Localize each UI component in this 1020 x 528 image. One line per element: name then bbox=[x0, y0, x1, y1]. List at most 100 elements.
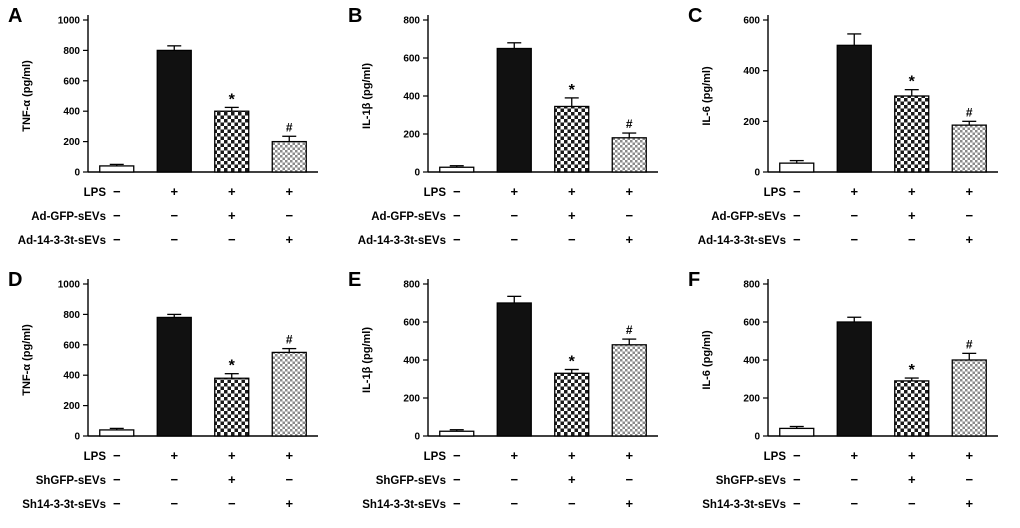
treatment-sign: + bbox=[228, 448, 236, 463]
bar-checker bbox=[214, 110, 250, 173]
treatment-sign: + bbox=[908, 472, 916, 487]
bar-checker bbox=[894, 380, 930, 437]
treatment-sign: − bbox=[285, 208, 293, 223]
bar-checker-fine bbox=[271, 140, 307, 173]
bar-open bbox=[439, 166, 475, 173]
treatment-sign: + bbox=[285, 448, 293, 463]
y-tick-label: 600 bbox=[743, 318, 760, 329]
significance-marker: # bbox=[966, 105, 973, 119]
treatment-sign: − bbox=[453, 208, 461, 223]
significance-marker: * bbox=[229, 91, 236, 108]
significance-marker: * bbox=[569, 354, 576, 371]
y-tick-label: 400 bbox=[403, 356, 420, 367]
row-label: LPS bbox=[764, 451, 787, 463]
bar-checker bbox=[214, 377, 250, 437]
y-tick-label: 400 bbox=[403, 92, 420, 103]
treatment-sign: + bbox=[625, 448, 633, 463]
row-label: Ad-GFP-sEVs bbox=[711, 211, 786, 223]
treatment-sign: − bbox=[510, 232, 518, 247]
treatment-sign: − bbox=[625, 472, 633, 487]
treatment-sign: + bbox=[510, 448, 518, 463]
y-tick-label: 1000 bbox=[58, 16, 81, 27]
bar-checker-fine bbox=[611, 344, 647, 437]
y-tick-label: 0 bbox=[74, 168, 80, 179]
treatment-sign: + bbox=[625, 232, 633, 247]
y-tick-label: 400 bbox=[743, 356, 760, 367]
treatment-sign: − bbox=[453, 184, 461, 199]
treatment-sign: + bbox=[908, 184, 916, 199]
treatment-sign: − bbox=[113, 208, 121, 223]
bar-solid bbox=[156, 316, 192, 437]
y-tick-label: 200 bbox=[743, 117, 760, 128]
bar-solid bbox=[836, 321, 872, 437]
treatment-sign: + bbox=[285, 184, 293, 199]
treatment-sign: − bbox=[793, 232, 801, 247]
y-tick-label: 1000 bbox=[58, 280, 81, 291]
panel-letter: B bbox=[348, 5, 362, 27]
significance-marker: * bbox=[569, 82, 576, 99]
bar-solid bbox=[836, 44, 872, 173]
treatment-sign: + bbox=[850, 448, 858, 463]
treatment-sign: + bbox=[850, 184, 858, 199]
panel-c: C 0 200 400 600 IL-6 (pg/ml) * # LPS − + + + Ad-GFP-s… bbox=[680, 0, 1020, 264]
y-tick-label: 600 bbox=[743, 16, 760, 27]
row-label: Sh14-3-3t-sEVs bbox=[702, 499, 786, 511]
treatment-sign: − bbox=[793, 184, 801, 199]
bar-solid bbox=[496, 302, 532, 437]
y-axis-title: IL-6 (pg/ml) bbox=[701, 330, 713, 390]
bar-solid bbox=[496, 47, 532, 173]
y-tick-label: 0 bbox=[74, 432, 80, 443]
treatment-sign: − bbox=[965, 472, 973, 487]
treatment-sign: − bbox=[793, 448, 801, 463]
treatment-sign: + bbox=[965, 232, 973, 247]
treatment-sign: + bbox=[285, 496, 293, 511]
y-tick-label: 200 bbox=[743, 394, 760, 405]
row-label: Sh14-3-3t-sEVs bbox=[22, 499, 106, 511]
bar-open bbox=[99, 165, 135, 173]
treatment-sign: − bbox=[793, 472, 801, 487]
treatment-sign: − bbox=[113, 184, 121, 199]
y-tick-label: 200 bbox=[403, 130, 420, 141]
y-tick-label: 400 bbox=[743, 66, 760, 77]
significance-marker: * bbox=[909, 74, 916, 91]
treatment-sign: + bbox=[568, 472, 576, 487]
row-label: LPS bbox=[424, 451, 447, 463]
treatment-sign: + bbox=[965, 448, 973, 463]
bar-open bbox=[779, 162, 815, 173]
significance-marker: * bbox=[909, 362, 916, 379]
y-tick-label: 600 bbox=[403, 318, 420, 329]
y-tick-label: 0 bbox=[754, 432, 760, 443]
treatment-sign: + bbox=[170, 448, 178, 463]
treatment-sign: − bbox=[793, 208, 801, 223]
treatment-sign: + bbox=[568, 448, 576, 463]
y-axis-title: IL-1β (pg/ml) bbox=[361, 63, 373, 129]
row-label: Ad-14-3-3t-sEVs bbox=[358, 235, 446, 247]
y-tick-label: 800 bbox=[403, 16, 420, 27]
y-tick-label: 800 bbox=[63, 310, 80, 321]
y-tick-label: 200 bbox=[63, 401, 80, 412]
treatment-sign: − bbox=[568, 232, 576, 247]
panel-d: D 0 200 400 600 800 1000 TNF-α (pg/ml) * # LPS − + + +… bbox=[0, 264, 340, 528]
treatment-sign: − bbox=[170, 472, 178, 487]
row-label: LPS bbox=[84, 187, 107, 199]
bar-open bbox=[439, 430, 475, 437]
treatment-sign: − bbox=[793, 496, 801, 511]
significance-marker: # bbox=[626, 117, 633, 131]
treatment-sign: − bbox=[625, 208, 633, 223]
treatment-sign: − bbox=[850, 208, 858, 223]
bar-checker bbox=[554, 105, 590, 173]
treatment-sign: − bbox=[453, 232, 461, 247]
row-label: Ad-GFP-sEVs bbox=[371, 211, 446, 223]
row-label: ShGFP-sEVs bbox=[376, 475, 446, 487]
y-tick-label: 800 bbox=[403, 280, 420, 291]
treatment-sign: + bbox=[170, 184, 178, 199]
y-tick-label: 200 bbox=[63, 137, 80, 148]
treatment-sign: + bbox=[510, 184, 518, 199]
panel-letter: A bbox=[8, 5, 22, 27]
